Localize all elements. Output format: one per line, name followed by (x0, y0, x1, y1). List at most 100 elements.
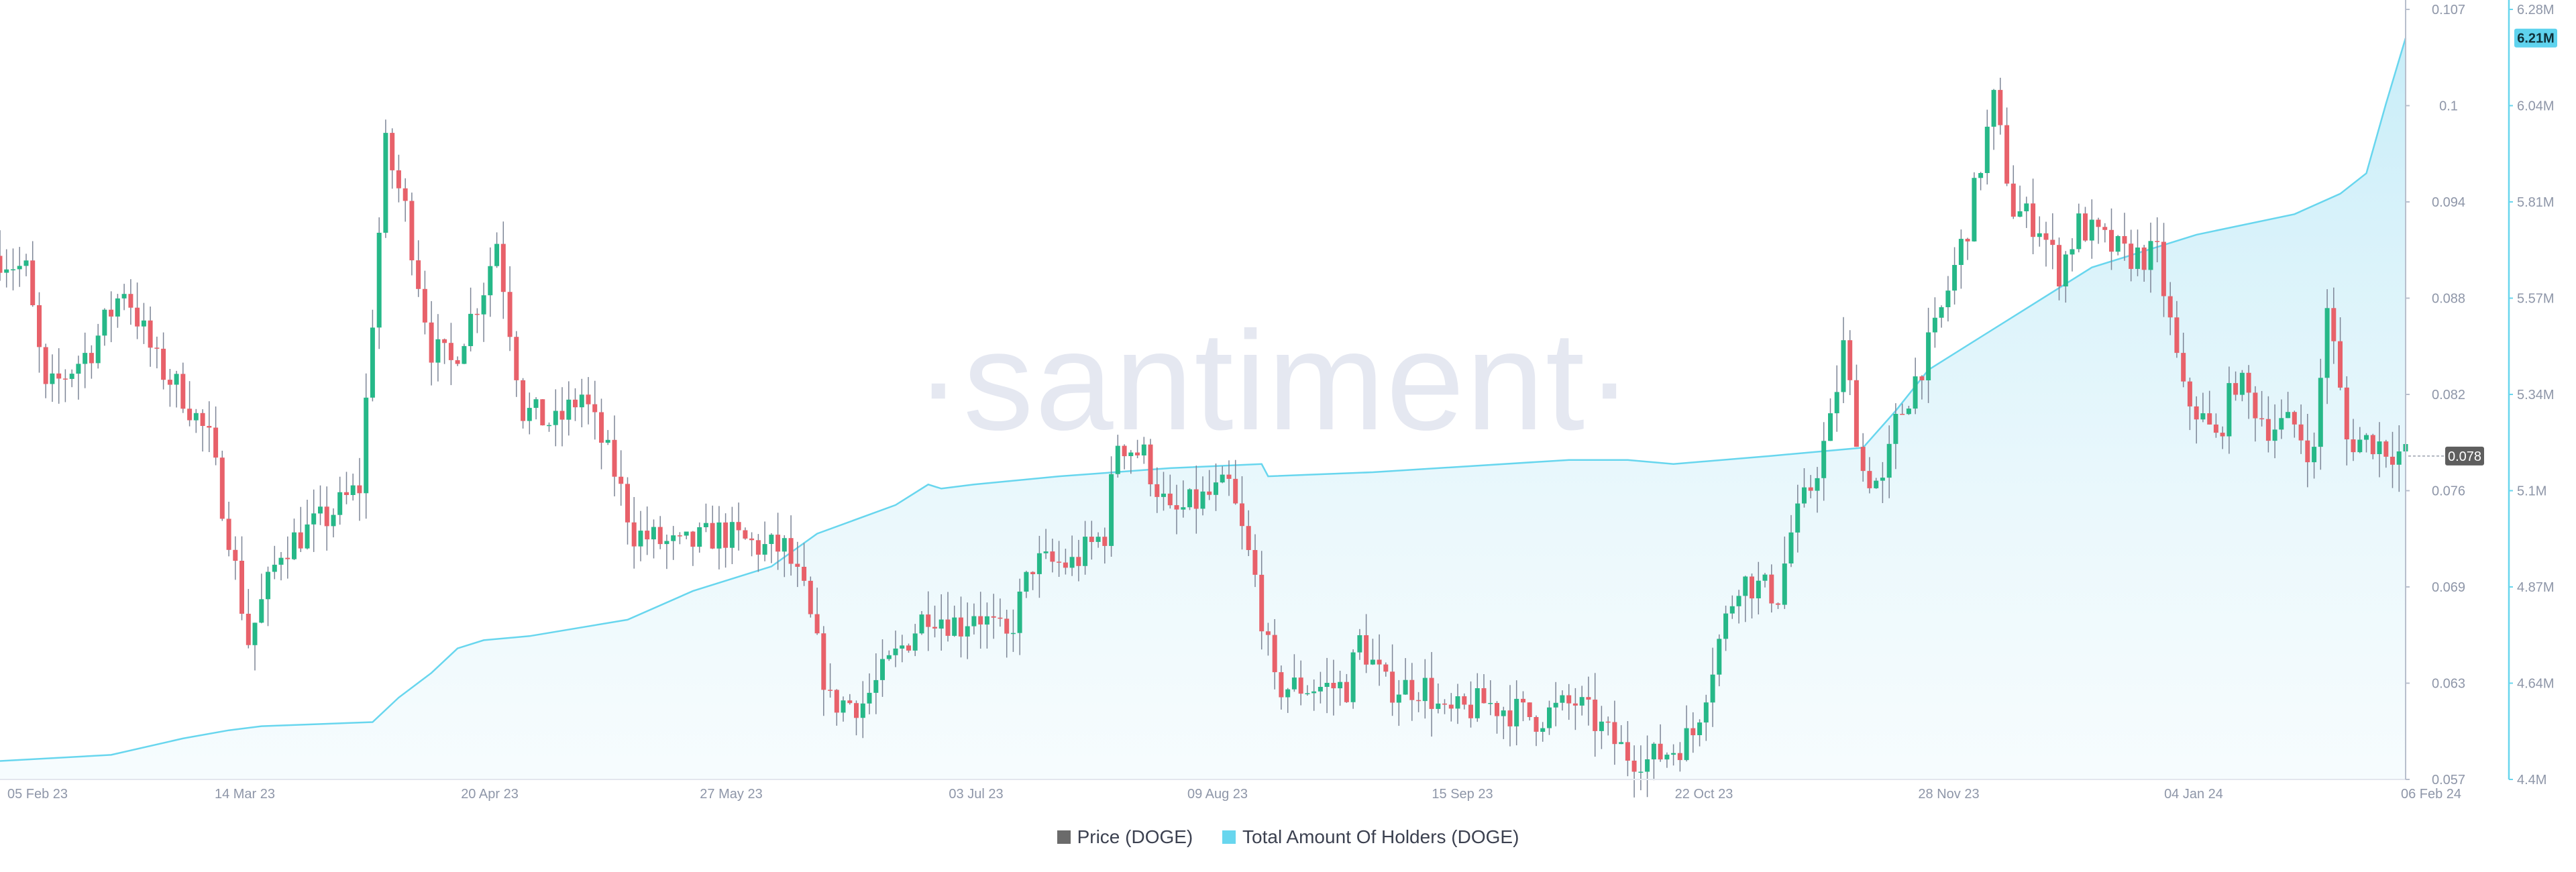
price-candle (95, 335, 101, 364)
price-candle (1448, 704, 1454, 709)
price-candle (1847, 340, 1853, 380)
price-candle (442, 339, 447, 343)
price-candle (324, 506, 329, 527)
price-candle (148, 320, 153, 348)
price-candle (841, 700, 846, 713)
price-candle (2226, 383, 2232, 437)
price-candle (1736, 596, 1741, 606)
price-candle (2377, 441, 2382, 454)
price-candle (2338, 341, 2343, 388)
price-candle (128, 294, 133, 308)
price-candle (1135, 452, 1140, 455)
price-candle (834, 690, 839, 713)
price-candle (357, 485, 362, 494)
price-candle (2383, 441, 2389, 457)
price-candle (376, 233, 382, 328)
price-candle (1187, 489, 1192, 508)
price-candle (1338, 682, 1343, 689)
price-candle (762, 544, 767, 555)
price-candle (1481, 688, 1487, 704)
price-candle (331, 514, 336, 527)
price-candle (37, 305, 42, 347)
price-candle (252, 622, 258, 645)
price-candle (1004, 618, 1010, 634)
price-candle (2207, 413, 2212, 425)
price-candle (991, 616, 996, 618)
price-candle (984, 616, 989, 625)
price-candle (1226, 474, 1232, 479)
price-candle (1488, 703, 1493, 704)
price-current-label: 0.078 (2448, 449, 2481, 464)
price-candle (246, 614, 251, 645)
price-candle (619, 476, 624, 484)
price-candle (775, 535, 781, 552)
x-tick-label: 22 Oct 23 (1675, 787, 1733, 802)
price-candle (1553, 702, 1558, 708)
price-candle (455, 360, 460, 364)
price-candle (141, 320, 146, 327)
price-candle (566, 399, 572, 420)
price-current-badge (2445, 446, 2484, 466)
price-candle (1808, 487, 1813, 491)
price-candle (1958, 239, 1964, 265)
price-candle (2194, 406, 2199, 420)
x-tick-label: 15 Sep 23 (1432, 787, 1493, 802)
price-candle (2057, 245, 2061, 286)
price-candle (2246, 372, 2251, 393)
price-candle (651, 527, 656, 540)
price-candle (1991, 90, 1996, 127)
price-candle (69, 374, 74, 379)
price-candle (2318, 378, 2323, 447)
price-candle (1331, 683, 1336, 689)
price-tick-label: 0.107 (2432, 3, 2465, 17)
price-candle (769, 535, 774, 544)
price-candle (1010, 633, 1016, 635)
price-candle (259, 599, 264, 623)
price-candle (1357, 635, 1362, 653)
price-candle (344, 492, 349, 495)
price-candle (180, 374, 186, 409)
price-candle (1998, 90, 2003, 125)
price-candle (873, 679, 879, 693)
price-candle (1776, 603, 1780, 605)
price-candle (893, 648, 898, 655)
price-candle (1631, 761, 1637, 772)
price-candle (1788, 532, 1794, 563)
price-candle (56, 373, 62, 379)
price-candle (1769, 574, 1774, 604)
legend-item-holders[interactable]: Total Amount Of Holders (DOGE) (1222, 826, 1519, 848)
legend-item-price[interactable]: Price (DOGE) (1057, 826, 1193, 848)
price-candle (1128, 452, 1134, 456)
price-tick-label: 0.082 (2432, 388, 2465, 402)
price-candle (11, 269, 15, 270)
price-candle (292, 532, 297, 559)
price-candle (1965, 239, 1970, 241)
price-candle (1658, 743, 1663, 760)
price-series (0, 77, 2408, 798)
price-candle (553, 411, 558, 425)
price-candle (533, 399, 539, 408)
price-candle (1396, 694, 1401, 703)
price-candle (207, 426, 212, 428)
chart-watermark: ·santiment· (915, 302, 1634, 459)
price-candle (1802, 487, 1807, 504)
price-candle (1880, 478, 1885, 481)
price-candle (1860, 447, 1866, 472)
price-candle (1161, 493, 1166, 497)
price-candle (285, 557, 290, 559)
price-candle (1442, 703, 1447, 705)
price-candle (1664, 755, 1670, 760)
price-candle (1684, 728, 1689, 761)
price-candle (1651, 743, 1656, 760)
price-candle (2070, 249, 2075, 255)
holders-current-badge (2514, 28, 2557, 48)
price-candle (2253, 392, 2258, 419)
legend-label-holders: Total Amount Of Holders (DOGE) (1242, 826, 1519, 847)
price-candle (710, 523, 715, 549)
price-candle (599, 412, 604, 443)
price-candle (1972, 178, 1977, 241)
price-candle (1155, 484, 1160, 497)
price-candle (1945, 290, 1951, 307)
price-candle (161, 348, 166, 380)
price-candle (2102, 227, 2108, 230)
